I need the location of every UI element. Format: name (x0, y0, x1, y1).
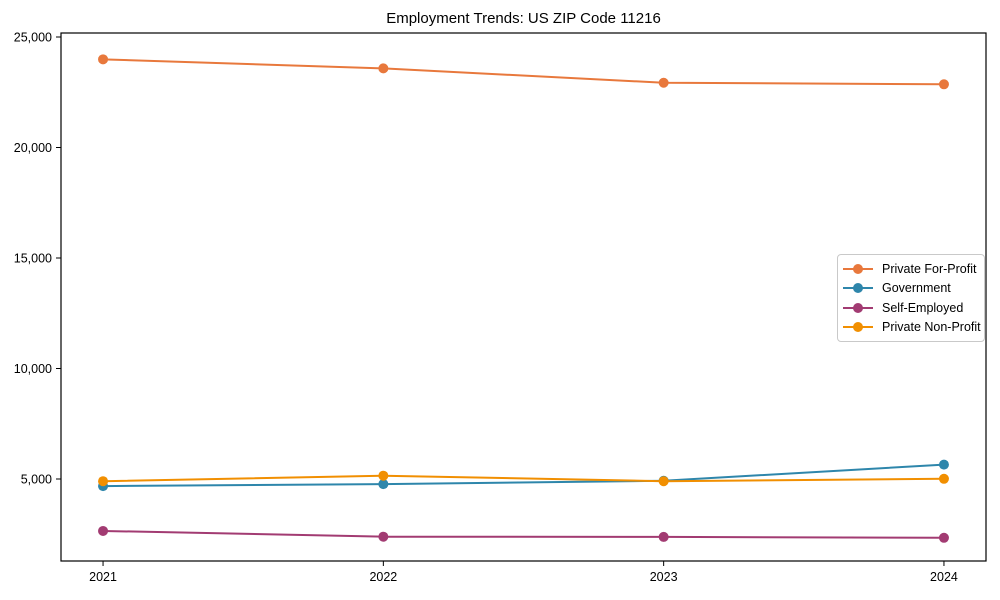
x-tick-label: 2024 (930, 570, 958, 584)
legend-entry-government: Government (843, 279, 979, 297)
series-marker-private-for-profit-2021 (98, 54, 109, 65)
series-marker-self-employed-2024 (938, 532, 949, 543)
legend: Private For-Profit Government Self-Emplo… (837, 254, 985, 342)
series-line-government (103, 463, 945, 488)
legend-label-self-employed: Self-Employed (882, 300, 964, 315)
legend-line-marker-private-for-profit (843, 263, 873, 275)
x-tick-label: 2022 (369, 570, 397, 584)
series-marker-government-2022 (378, 479, 389, 490)
legend-entry-private-for-profit: Private For-Profit (843, 260, 979, 278)
chart-title: Employment Trends: US ZIP Code 11216 (386, 10, 661, 27)
legend-label-government: Government (882, 281, 951, 296)
series-marker-private-non-profit-2023 (658, 476, 669, 487)
series-line-self-employed (103, 529, 944, 539)
series-marker-private-for-profit-2022 (378, 63, 389, 74)
series-line-private-for-profit (103, 58, 944, 86)
series-marker-private-non-profit-2022 (378, 470, 389, 481)
legend-label-private-for-profit: Private For-Profit (882, 261, 977, 276)
y-tick-label: 10,000 (14, 362, 52, 376)
series-marker-government-2024 (938, 459, 949, 470)
legend-line-marker-private-non-profit (843, 321, 873, 333)
series-marker-private-for-profit-2024 (938, 79, 949, 90)
series-marker-self-employed-2023 (658, 531, 669, 542)
legend-line-marker-self-employed (843, 302, 873, 314)
legend-entry-private-non-profit: Private Non-Profit (843, 318, 981, 336)
series-marker-private-for-profit-2023 (658, 77, 669, 88)
y-tick-label: 25,000 (14, 30, 52, 44)
plot-frame (60, 32, 987, 562)
series-marker-private-non-profit-2024 (938, 473, 949, 484)
series-marker-private-non-profit-2021 (98, 476, 109, 487)
legend-line-marker-government (843, 282, 873, 294)
y-tick-label: 20,000 (14, 141, 52, 155)
y-tick-label: 15,000 (14, 251, 52, 265)
series-line-private-non-profit (103, 474, 944, 483)
legend-entry-self-employed: Self-Employed (843, 299, 979, 317)
x-tick-label: 2023 (650, 570, 678, 584)
legend-label-private-non-profit: Private Non-Profit (882, 320, 981, 335)
series-marker-self-employed-2022 (378, 531, 389, 542)
x-tick-label: 2021 (89, 570, 117, 584)
series-marker-self-employed-2021 (98, 525, 109, 536)
y-tick-label: 5,000 (21, 472, 52, 486)
